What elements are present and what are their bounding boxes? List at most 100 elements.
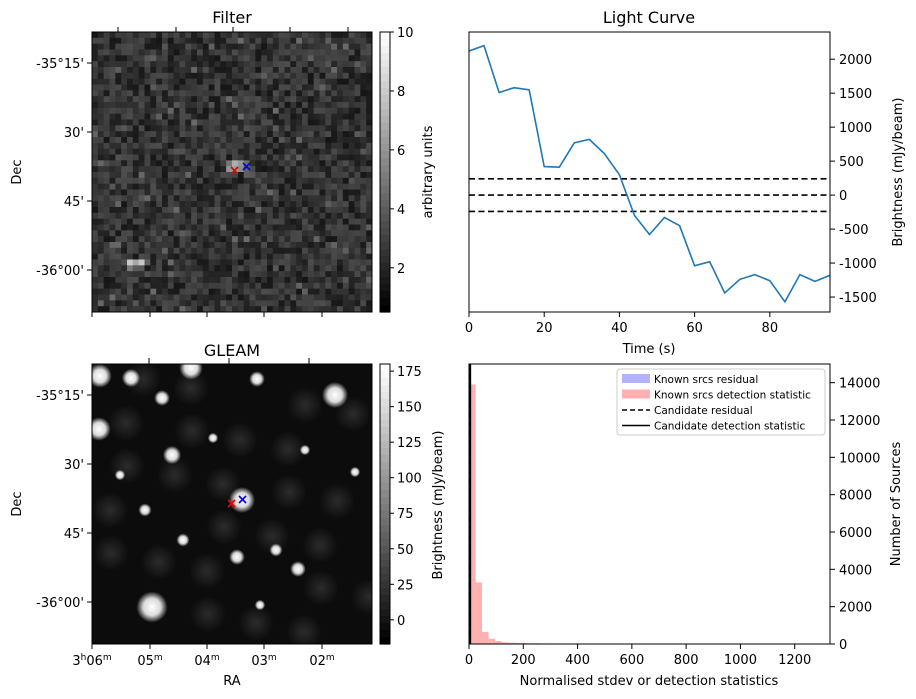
noise-pixel [278,49,285,56]
noise-pixel [325,195,332,202]
noise-pixel [249,183,256,190]
noise-pixel [243,265,250,272]
noise-pixel [232,183,239,190]
noise-pixel [290,119,297,126]
noise-pixel [232,189,239,196]
noise-pixel [202,96,210,103]
lightcurve-xlabel: Time (s) [622,342,676,357]
noise-pixel [121,166,128,173]
noise-pixel [272,230,280,237]
noise-pixel [185,148,192,155]
noise-pixel [109,119,116,126]
noise-pixel [115,207,122,214]
noise-pixel [249,90,256,97]
noise-pixel [261,271,268,278]
noise-pixel [150,271,157,278]
noise-pixel [267,253,274,260]
noise-pixel [302,288,309,295]
noise-pixel [319,107,326,115]
noise-pixel [162,107,169,115]
noise-pixel [296,306,303,312]
colorbar-segment [380,392,390,400]
noise-pixel [267,55,274,62]
noise-pixel [173,160,180,167]
noise-pixel [232,137,239,144]
noise-pixel [296,72,303,80]
noise-pixel [366,253,372,260]
noise-pixel [220,253,227,260]
red-cross-marker [227,499,236,508]
noise-pixel [173,90,180,97]
noise-pixel [150,84,157,91]
noise-pixel [132,282,140,290]
noise-pixel [220,201,227,208]
noise-pixel [202,224,210,231]
noise-pixel [249,119,256,126]
noise-pixel [138,282,145,290]
noise-pixel [319,78,326,85]
diffuse-emission [335,396,371,432]
noise-pixel [220,78,227,85]
noise-pixel [162,294,169,301]
noise-pixel [360,271,367,278]
noise-pixel [185,49,192,56]
noise-pixel [220,242,227,249]
noise-pixel [278,259,285,266]
noise-pixel [115,212,122,220]
noise-pixel [185,131,192,138]
noise-pixel [232,253,239,260]
noise-pixel [232,32,239,39]
colorbar-tick-label: 150 [397,401,422,416]
noise-pixel [337,37,344,45]
noise-pixel [272,154,280,161]
noise-pixel [103,49,110,56]
noise-pixel [150,160,157,167]
noise-pixel [290,49,297,56]
noise-pixel [255,195,262,202]
noise-pixel [226,236,233,243]
noise-pixel [307,43,315,50]
colorbar-segment [380,462,390,470]
noise-pixel [278,201,285,208]
noise-pixel [191,282,198,290]
noise-pixel [115,189,122,196]
noise-pixel [127,236,134,243]
noise-pixel [284,271,291,278]
noise-pixel [220,137,227,144]
colorbar-segment [380,476,390,484]
noise-pixel [360,247,367,255]
noise-pixel [237,107,245,115]
noise-pixel [220,131,227,138]
gleam-title: GLEAM [204,341,260,360]
noise-pixel [138,32,145,39]
noise-pixel [278,78,285,85]
noise-pixel [167,212,175,220]
noise-pixel [92,137,99,144]
noise-pixel [127,125,134,132]
noise-pixel [214,43,221,50]
noise-pixel [97,242,105,249]
noise-pixel [296,49,303,56]
noise-pixel [127,166,134,173]
noise-pixel [319,84,326,91]
noise-pixel [348,49,355,56]
noise-pixel [127,177,134,185]
noise-pixel [243,67,250,74]
noise-pixel [179,207,186,214]
noise-pixel [360,142,367,150]
noise-pixel [325,67,332,74]
noise-pixel [162,282,169,290]
noise-pixel [97,55,105,62]
colorbar-segment [380,291,390,299]
noise-pixel [202,78,210,85]
noise-pixel [103,55,110,62]
noise-pixel [348,230,355,237]
noise-pixel [284,113,291,120]
noise-pixel [319,49,326,56]
noise-pixel [197,294,204,301]
noise-pixel [191,218,198,225]
noise-pixel [272,300,280,307]
lightcurve-frame [468,31,831,313]
noise-pixel [366,142,372,150]
xtick-label: 600 [619,653,644,668]
